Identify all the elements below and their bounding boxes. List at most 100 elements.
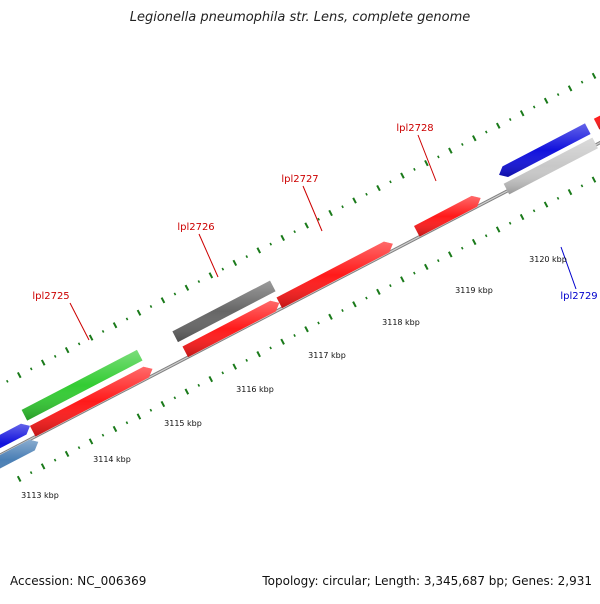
gene-label: lpl2728	[396, 123, 433, 134]
tick-mark	[136, 309, 142, 316]
tick-mark	[352, 301, 357, 308]
tick-mark	[532, 209, 536, 213]
tick-mark	[376, 184, 381, 192]
tick-mark	[424, 263, 429, 271]
tick-mark	[232, 259, 238, 266]
tick-mark	[64, 450, 70, 458]
tick-mark	[567, 85, 573, 92]
tick-mark	[471, 238, 477, 246]
tick-mark	[101, 329, 105, 333]
tick-mark	[341, 309, 344, 313]
tick-mark	[6, 379, 9, 383]
scale-label: 3120 kbp	[529, 255, 567, 264]
tick-mark	[208, 375, 214, 383]
tick-mark	[77, 446, 81, 450]
outer-tick-ring	[6, 72, 597, 383]
scale-label: 3118 kbp	[382, 318, 420, 327]
tick-mark	[365, 296, 368, 300]
gene-feature-shade	[182, 300, 280, 358]
tick-mark	[591, 72, 597, 79]
gene-feature-shade	[276, 241, 393, 309]
gene-feature-shade	[0, 423, 30, 449]
tick-mark	[495, 122, 501, 129]
tick-mark	[184, 284, 190, 291]
tick-mark	[389, 180, 392, 184]
tick-mark	[221, 267, 225, 271]
tick-mark	[125, 421, 129, 425]
tick-mark	[245, 255, 249, 259]
tick-mark	[16, 371, 22, 379]
tick-mark	[256, 351, 261, 358]
tick-mark	[317, 321, 320, 325]
scale-label: 3117 kbp	[308, 351, 346, 360]
scale-label: 3114 kbp	[93, 455, 131, 464]
map-title: Legionella pneumophila str. Lens, comple…	[129, 10, 471, 25]
tick-mark	[293, 230, 296, 234]
tick-mark	[400, 276, 405, 283]
tick-mark	[77, 342, 81, 346]
tick-mark	[280, 338, 285, 345]
tick-mark	[556, 93, 560, 97]
tick-mark	[580, 184, 584, 188]
tick-mark	[88, 334, 94, 341]
tick-mark	[532, 105, 536, 109]
tick-mark	[269, 346, 272, 350]
tick-mark	[136, 413, 142, 420]
tick-mark	[53, 458, 57, 462]
gene-labels: lpl2725 lpl2726 lpl2727 lpl2728 lpl2729	[32, 123, 597, 302]
tick-mark	[40, 359, 46, 366]
gene-leader-line	[69, 302, 90, 341]
tick-mark	[88, 438, 94, 445]
tick-mark	[125, 317, 129, 321]
tick-mark	[365, 192, 368, 196]
scale-label: 3116 kbp	[236, 385, 274, 394]
tick-mark	[519, 213, 525, 221]
tick-mark	[173, 292, 177, 296]
gene-feature-shade	[414, 195, 481, 237]
tick-mark	[328, 209, 333, 217]
gene-leader-line	[417, 134, 437, 182]
tick-mark	[484, 234, 488, 238]
tick-mark	[495, 226, 501, 233]
tick-mark	[413, 167, 416, 171]
tick-mark	[376, 288, 381, 295]
tick-mark	[519, 110, 525, 117]
gene-leader-line	[198, 233, 219, 278]
tick-mark	[508, 118, 512, 121]
gene-features	[0, 115, 600, 469]
tick-mark	[472, 135, 477, 142]
tick-mark	[543, 97, 549, 104]
tick-mark	[328, 313, 333, 320]
gene-feature-shade	[503, 137, 598, 195]
gene-label-leaders	[69, 134, 577, 341]
genome-summary-text: Topology: circular; Length: 3,345,687 bp…	[262, 574, 592, 588]
gene-feature-shade	[499, 123, 591, 178]
tick-mark	[591, 176, 597, 183]
tick-mark	[245, 358, 248, 362]
tick-mark	[101, 433, 105, 437]
tick-mark	[173, 396, 177, 400]
tick-mark	[197, 280, 201, 284]
tick-mark	[400, 172, 405, 179]
tick-mark	[256, 247, 262, 254]
tick-mark	[556, 196, 560, 200]
gene-feature-shade	[172, 280, 276, 343]
tick-mark	[389, 284, 392, 288]
tick-mark	[437, 155, 440, 159]
tick-mark	[437, 259, 440, 263]
tick-mark	[484, 130, 488, 134]
tick-mark	[221, 371, 225, 375]
tick-mark	[16, 475, 22, 482]
tick-mark	[269, 242, 273, 246]
tick-mark	[508, 221, 512, 225]
tick-mark	[352, 197, 357, 204]
tick-mark	[232, 363, 237, 370]
scale-labels: 3113 kbp 3114 kbp 3115 kbp 3116 kbp 3117 kbp…	[21, 255, 567, 500]
tick-mark	[448, 147, 453, 154]
tick-mark	[184, 388, 190, 395]
tick-mark	[567, 188, 573, 196]
gene-label: lpl2725	[32, 291, 69, 302]
gene-leader-line	[560, 246, 577, 290]
gene-feature-shade	[21, 349, 143, 421]
